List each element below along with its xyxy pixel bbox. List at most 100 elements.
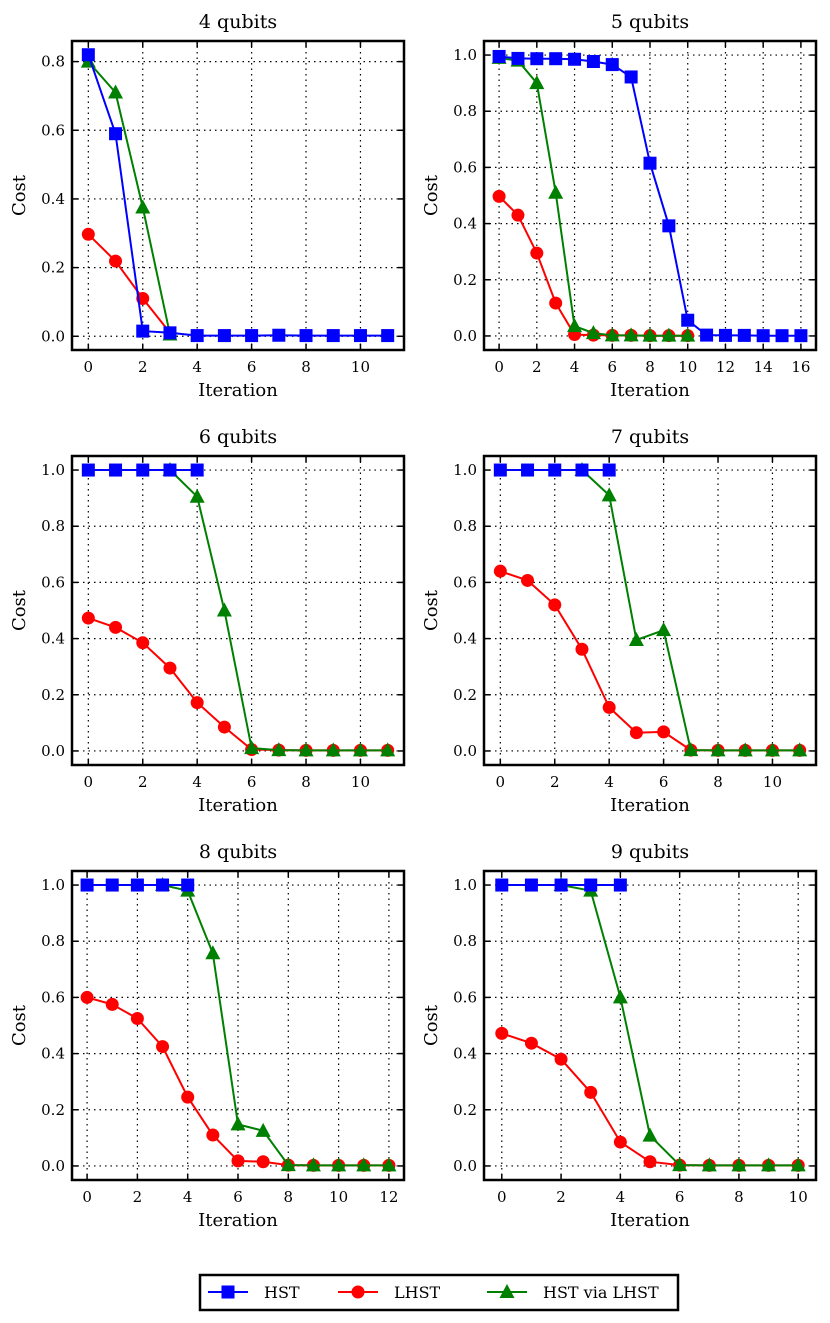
data-point <box>181 1090 195 1104</box>
data-point <box>548 184 564 199</box>
data-point <box>643 1155 657 1169</box>
series-hst-via-lhst <box>574 462 808 757</box>
y-tick-label: 0.0 <box>453 327 477 345</box>
y-tick-label: 0.2 <box>41 1101 65 1119</box>
x-tick-label: 8 <box>301 773 311 791</box>
series-lhst <box>81 227 177 340</box>
x-tick-label: 8 <box>734 1188 744 1206</box>
x-tick-label: 6 <box>607 358 617 376</box>
series-hst-via-lhst <box>80 53 178 341</box>
y-tick-label: 0.0 <box>41 742 65 760</box>
data-point <box>189 488 205 503</box>
axes-frame <box>70 39 406 352</box>
data-point <box>109 127 123 141</box>
x-axis-label: Iteration <box>610 1210 690 1231</box>
data-point <box>524 1036 538 1050</box>
data-point <box>710 742 726 757</box>
x-tick-label: 4 <box>616 1188 626 1206</box>
subplot-title: 9 qubits <box>611 841 689 863</box>
legend-entry-hst-via-lhst: HST via LHST <box>487 1283 659 1302</box>
data-point <box>325 742 341 757</box>
data-point <box>331 1157 347 1172</box>
data-point <box>530 52 544 66</box>
data-point <box>216 602 232 617</box>
y-tick-label: 0.6 <box>41 573 65 591</box>
data-point <box>731 1157 747 1172</box>
data-point <box>548 598 562 612</box>
subplot-4: 0 2 4 6 8 10 0.0 0.2 0.4 0.6 0.8 1.0 7 qubits Iterati… <box>421 426 818 816</box>
data-point <box>511 208 525 222</box>
y-axis-label: Cost <box>421 589 442 631</box>
data-point <box>81 463 95 477</box>
axes-frame <box>482 454 818 767</box>
data-point <box>549 296 563 310</box>
series-hst-via-lhst <box>491 49 696 342</box>
x-tick-label: 0 <box>497 1188 507 1206</box>
data-point <box>529 75 545 90</box>
subplot-title: 4 qubits <box>199 11 277 33</box>
x-axis-label: Iteration <box>198 795 278 816</box>
y-tick-label: 0.2 <box>41 686 65 704</box>
data-point <box>672 1157 688 1172</box>
data-point <box>761 1157 777 1172</box>
data-point <box>136 463 150 477</box>
series-lhst <box>495 1026 805 1172</box>
data-point <box>280 1157 296 1172</box>
x-tick-label: 4 <box>192 773 202 791</box>
series-hst <box>492 49 808 343</box>
data-point <box>381 329 395 343</box>
data-point <box>245 329 259 343</box>
y-tick-label: 1.0 <box>453 461 477 479</box>
data-point <box>80 990 94 1004</box>
data-point <box>156 1040 170 1054</box>
data-point <box>190 463 204 477</box>
x-tick-label: 10 <box>329 1188 348 1206</box>
data-point <box>584 1085 598 1099</box>
y-tick-label: 0.0 <box>453 742 477 760</box>
data-point <box>206 1128 220 1142</box>
data-point <box>352 742 368 757</box>
y-tick-label: 0.8 <box>453 102 477 120</box>
subplot-title: 8 qubits <box>199 841 277 863</box>
data-point <box>105 878 119 892</box>
x-tick-label: 0 <box>84 358 94 376</box>
series-hst <box>493 463 616 477</box>
data-point <box>575 463 589 477</box>
x-tick-label: 14 <box>754 358 773 376</box>
data-point <box>764 742 780 757</box>
data-point <box>604 327 620 342</box>
x-tick-label: 12 <box>716 358 735 376</box>
x-tick-label: 10 <box>351 773 370 791</box>
series-line <box>498 195 688 337</box>
data-point <box>585 325 601 340</box>
data-point <box>109 254 123 268</box>
legend-entry-hst: HST <box>208 1283 300 1302</box>
subplot-title: 7 qubits <box>611 426 689 448</box>
data-point <box>584 878 598 892</box>
y-tick-label: 0.6 <box>41 121 65 139</box>
data-point <box>305 1157 321 1172</box>
data-point <box>554 1052 568 1066</box>
data-point <box>495 878 509 892</box>
data-point <box>181 878 195 892</box>
data-point <box>81 227 95 241</box>
y-axis-label: Cost <box>9 589 30 631</box>
legend: HST LHST HST via LHST <box>198 1273 680 1312</box>
data-point <box>135 199 151 214</box>
data-point <box>756 329 770 343</box>
y-axis-label: Cost <box>421 174 442 216</box>
data-point <box>656 622 672 637</box>
x-tick-label: 4 <box>570 358 580 376</box>
y-tick-label: 0.4 <box>41 190 65 208</box>
data-point <box>217 329 231 343</box>
data-point <box>109 620 123 634</box>
data-point <box>680 327 696 342</box>
series-line <box>87 54 388 337</box>
legend-entry-lhst: LHST <box>338 1283 441 1302</box>
legend-marker <box>499 1284 515 1298</box>
data-point <box>612 989 628 1004</box>
data-point <box>511 51 525 65</box>
data-point <box>163 326 177 340</box>
data-point <box>81 48 95 62</box>
subplots: 0 2 4 6 8 10 0.0 0.2 0.4 0.6 0.8 4 qubits Iteration C… <box>9 11 818 1231</box>
